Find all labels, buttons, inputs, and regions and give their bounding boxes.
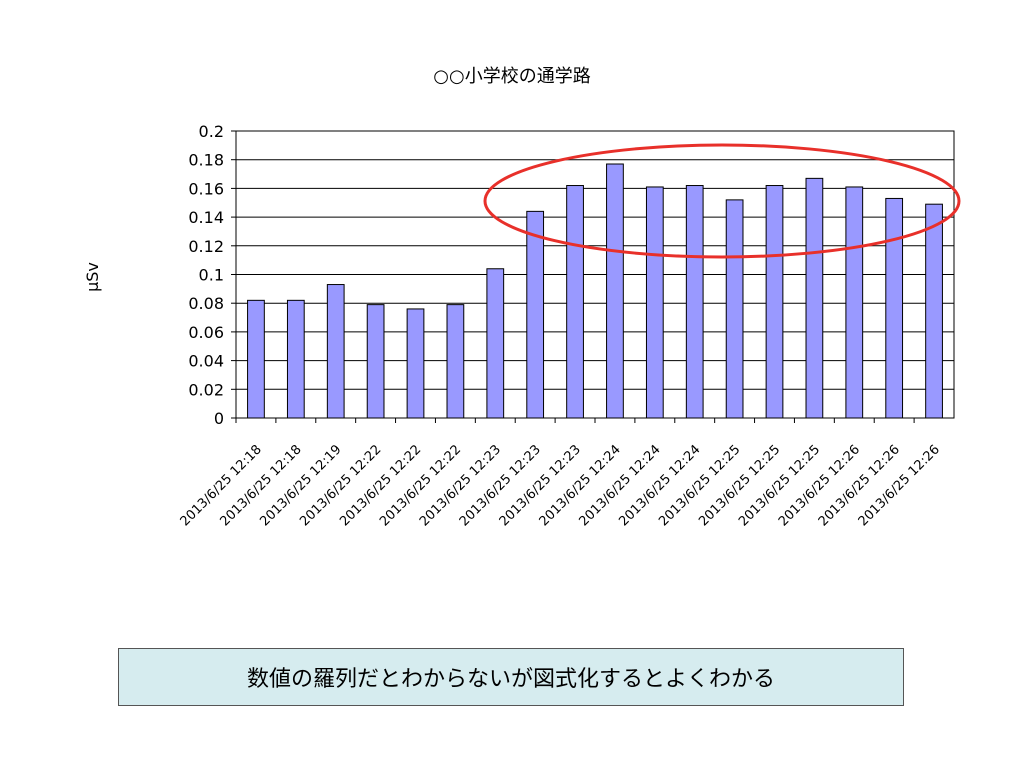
- bar: [725, 199, 744, 419]
- y-tick-label: 0.12: [188, 237, 224, 256]
- bar: [566, 185, 584, 419]
- y-tick-label: 0.18: [188, 151, 224, 170]
- bar: [366, 304, 385, 419]
- chart-title: ○○小学校の通学路: [433, 66, 590, 87]
- bar: [406, 308, 425, 419]
- y-axis-label: μSv: [83, 262, 102, 292]
- y-tick-label: 0.02: [188, 380, 224, 399]
- bar: [885, 197, 904, 419]
- bar: [685, 185, 704, 419]
- caption-box: 数値の羅列だとわからないが図式化するとよくわかる: [118, 648, 904, 706]
- bar: [446, 304, 465, 419]
- y-tick-label: 0.16: [188, 179, 224, 198]
- bar: [805, 177, 824, 419]
- y-tick-label: 0.2: [199, 122, 224, 141]
- bar: [486, 268, 505, 419]
- gridlines: [231, 130, 954, 423]
- y-tick-label: 0.04: [188, 352, 224, 371]
- bar: [645, 186, 664, 419]
- y-tick-label: 0.06: [188, 323, 224, 342]
- bar: [765, 185, 784, 419]
- bar: [606, 163, 624, 419]
- y-tick-label: 0.08: [188, 294, 224, 313]
- bar: [286, 299, 305, 419]
- y-tick-label: 0: [214, 409, 224, 428]
- bar: [247, 299, 265, 419]
- caption-text: 数値の羅列だとわからないが図式化するとよくわかる: [246, 667, 775, 692]
- plot-area: [235, 130, 955, 419]
- y-tick-label: 0.1: [199, 266, 224, 285]
- bars: [247, 163, 943, 419]
- bar: [326, 284, 345, 419]
- bar: [845, 186, 864, 419]
- bar: [925, 203, 943, 419]
- bar: [526, 210, 545, 419]
- y-tick-label: 0.14: [188, 208, 224, 227]
- highlight-ellipse: [483, 143, 961, 259]
- chart: ○○小学校の通学路 μSv 0 0.02 0.04 0.06 0.08 0.1 0.12 0.…: [83, 66, 961, 529]
- y-tick-labels: 0 0.02 0.04 0.06 0.08 0.1 0.12 0.14 0.16 0.18 0.2: [188, 122, 224, 428]
